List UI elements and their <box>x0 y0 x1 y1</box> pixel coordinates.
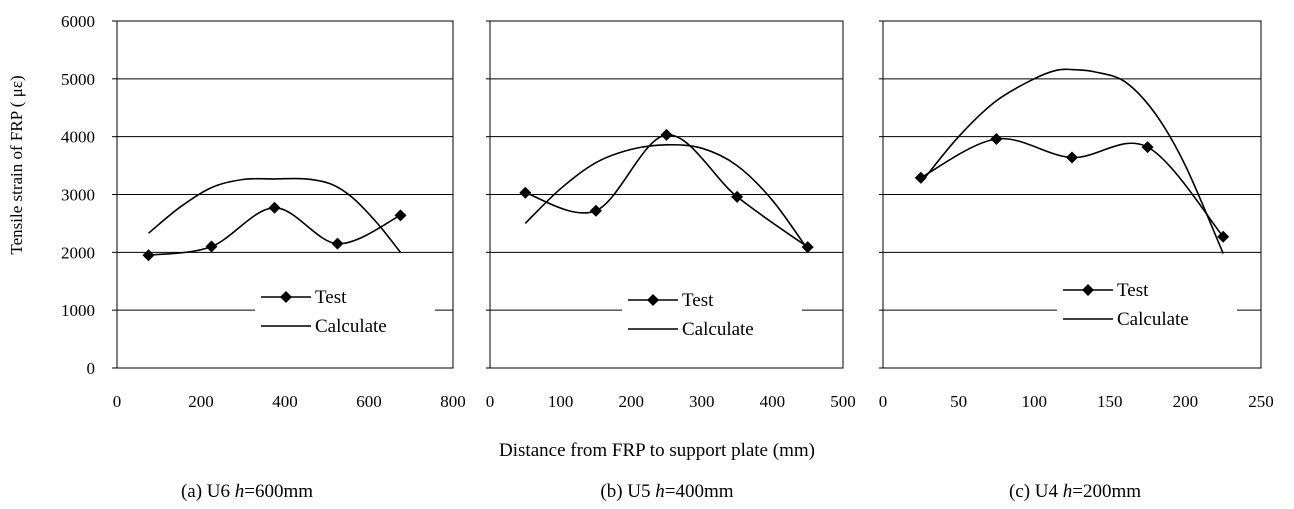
caption-prefix: (a) U6 <box>181 481 235 502</box>
x-tick-label: 800 <box>440 392 466 411</box>
x-tick-label: 400 <box>272 392 298 411</box>
series-line-calculate <box>920 68 1224 254</box>
data-point-test <box>801 241 814 254</box>
data-point-test <box>331 237 344 250</box>
legend-label-calculate: Calculate <box>682 319 754 340</box>
x-tick-label: 150 <box>1097 392 1123 411</box>
x-tick-label: 200 <box>1173 392 1199 411</box>
data-point-test <box>519 186 532 199</box>
legend-marker-test <box>280 291 292 303</box>
x-tick-label: 200 <box>618 392 644 411</box>
x-tick-label: 300 <box>689 392 715 411</box>
legend-marker-test <box>647 294 659 306</box>
legend-label-test: Test <box>315 287 347 308</box>
caption-var: h <box>1063 481 1073 502</box>
y-tick-label: 6000 <box>61 12 95 31</box>
legend-marker-test <box>1082 284 1094 296</box>
shared-ylabel: Tensile strain of FRP ( με) <box>7 75 26 254</box>
data-point-test <box>990 132 1003 145</box>
x-tick-label: 600 <box>356 392 382 411</box>
legend-background <box>255 277 435 349</box>
legend-background <box>1057 270 1237 342</box>
x-tick-label: 100 <box>1021 392 1047 411</box>
data-point-test <box>394 209 407 222</box>
legend-label-calculate: Calculate <box>315 316 387 337</box>
data-point-test <box>660 128 673 141</box>
data-point-test <box>914 171 927 184</box>
x-tick-label: 100 <box>548 392 574 411</box>
caption-value: =200mm <box>1072 481 1141 502</box>
legend: Test Calculate <box>255 277 435 349</box>
x-tick-label: 50 <box>950 392 967 411</box>
chart-panel-1: 0 1000 2000 3000 4000 5000 6000 0 200 400 600 800 Te… <box>61 12 466 502</box>
data-point-test <box>268 201 281 214</box>
caption-prefix: (b) U5 <box>600 481 655 502</box>
caption-prefix: (c) U4 <box>1009 481 1063 502</box>
y-tick-label: 0 <box>87 359 96 378</box>
legend-background <box>622 280 802 352</box>
x-tick-label: 0 <box>879 392 888 411</box>
legend: Test Calculate <box>622 280 802 352</box>
legend-label-test: Test <box>682 290 714 311</box>
data-point-test <box>142 249 155 262</box>
y-tick-label: 4000 <box>61 128 95 147</box>
legend-label-test: Test <box>1117 280 1149 301</box>
caption-var: h <box>235 481 245 502</box>
x-tick-label: 250 <box>1248 392 1274 411</box>
x-tick-label: 200 <box>188 392 214 411</box>
caption-var: h <box>655 481 665 502</box>
series-line-test <box>148 206 401 256</box>
data-point-test <box>589 204 602 217</box>
y-tick-label: 5000 <box>61 70 95 89</box>
caption-value: =400mm <box>665 481 734 502</box>
data-point-test <box>731 190 744 203</box>
series-line-calculate <box>147 177 402 253</box>
y-tick-label: 2000 <box>61 243 95 262</box>
data-point-test <box>1217 230 1230 243</box>
legend: Test Calculate <box>1057 270 1237 342</box>
data-point-test <box>1066 151 1078 164</box>
legend-label-calculate: Calculate <box>1117 309 1189 330</box>
data-point-test <box>205 240 218 253</box>
x-tick-label: 0 <box>113 392 122 411</box>
chart-panel-2: 0 100 200 300 400 500 Test Calculate (b) U5 h=40… <box>486 20 856 502</box>
x-tick-label: 400 <box>760 392 786 411</box>
x-tick-label: 0 <box>486 392 495 411</box>
y-tick-label: 3000 <box>61 186 95 205</box>
y-tick-label: 1000 <box>61 301 95 320</box>
caption-value: =600mm <box>244 481 313 502</box>
panel-caption: (b) U5 h=400mm <box>600 481 733 502</box>
series-line-calculate <box>524 143 809 250</box>
panel-caption: (c) U4 h=200mm <box>1009 481 1141 502</box>
panel-caption: (a) U6 h=600mm <box>181 481 313 502</box>
data-point-test <box>1141 141 1154 154</box>
series-line-test <box>525 134 809 248</box>
chart-panel-3: 0 50 100 150 200 250 Test Calculate (c) U4 h=200… <box>879 20 1274 502</box>
shared-xlabel: Distance from FRP to support plate (mm) <box>499 440 815 461</box>
x-tick-label: 500 <box>830 392 856 411</box>
